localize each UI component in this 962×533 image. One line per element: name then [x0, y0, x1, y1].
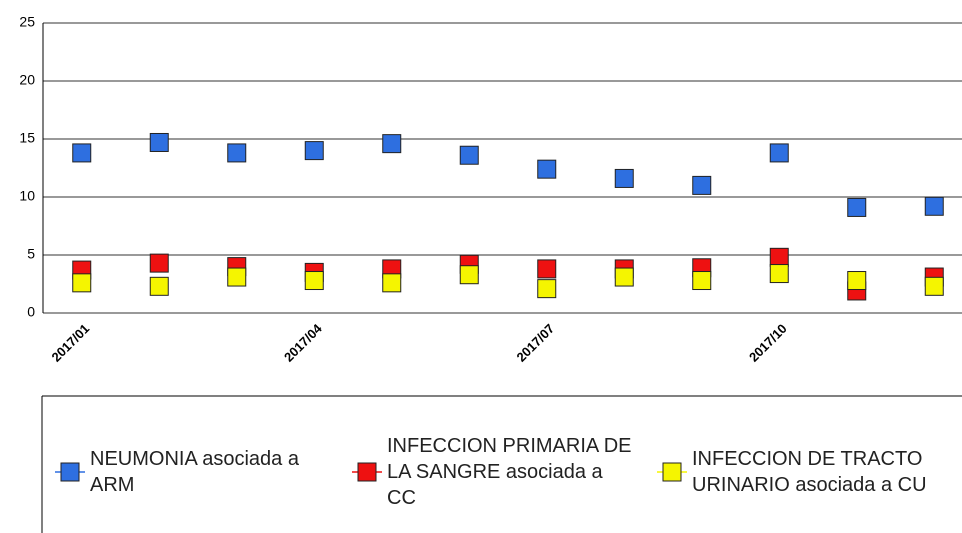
point-marker: [769, 247, 789, 267]
point-marker: [614, 267, 634, 287]
point-marker: [847, 271, 867, 291]
point-marker: [769, 143, 789, 163]
y-tick-label: 20: [19, 72, 35, 88]
x-tick-label: 2017/07: [513, 321, 557, 365]
point-marker: [72, 273, 92, 293]
point-marker: [692, 175, 712, 195]
point-marker: [614, 168, 634, 188]
point-marker: [459, 265, 479, 285]
point-marker: [72, 143, 92, 163]
point-marker: [149, 276, 169, 296]
y-tick-label: 0: [27, 304, 35, 320]
point-marker: [382, 273, 402, 293]
point-marker: [537, 159, 557, 179]
point-marker: [537, 259, 557, 279]
point-marker: [149, 253, 169, 273]
y-tick-label: 5: [27, 246, 35, 262]
point-marker: [227, 267, 247, 287]
y-tick-label: 15: [19, 130, 35, 146]
point-marker: [924, 196, 944, 216]
point-marker: [769, 264, 789, 284]
point-marker: [847, 197, 867, 217]
point-marker: [304, 271, 324, 291]
legend-label: INFECCION DE TRACTO URINARIO asociada a …: [692, 448, 927, 496]
point-marker: [459, 145, 479, 165]
point-marker: [924, 276, 944, 296]
y-tick-label: 10: [19, 188, 35, 204]
legend-label: NEUMONIA asociada a ARM: [90, 448, 299, 496]
point-marker: [304, 141, 324, 161]
legend-label: INFECCION PRIMARIA DE LA SANGRE asociada…: [387, 435, 632, 509]
legend-marker: [357, 462, 377, 482]
point-marker: [692, 271, 712, 291]
legend-marker: [662, 462, 682, 482]
point-marker: [382, 134, 402, 154]
x-tick-label: 2017/10: [746, 321, 790, 365]
legend-marker: [60, 462, 80, 482]
point-marker: [537, 279, 557, 299]
point-marker: [227, 143, 247, 163]
x-tick-label: 2017/01: [48, 321, 92, 365]
point-marker: [149, 132, 169, 152]
y-tick-label: 25: [19, 14, 35, 30]
x-tick-label: 2017/04: [281, 320, 325, 364]
